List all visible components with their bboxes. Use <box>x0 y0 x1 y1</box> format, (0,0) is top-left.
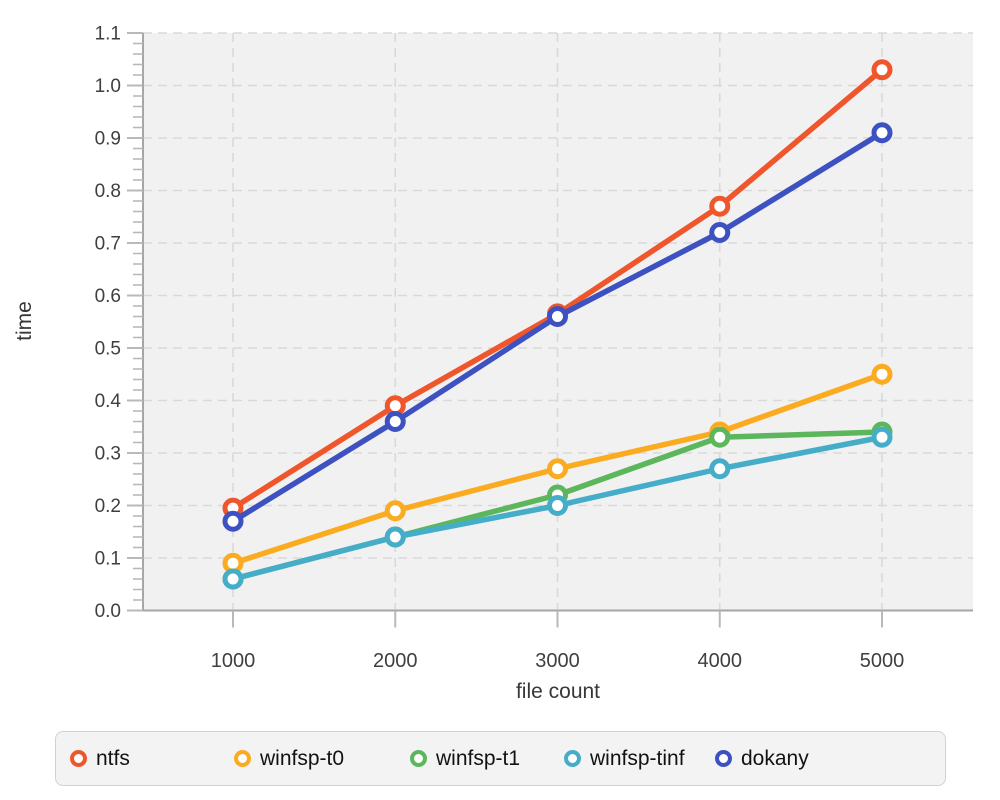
x-axis-title: file count <box>516 680 600 703</box>
data-point-ntfs <box>871 59 893 81</box>
legend-label: ntfs <box>96 746 130 770</box>
data-point-winfsp-tinf <box>871 426 893 448</box>
x-tick-label: 2000 <box>373 650 418 672</box>
winfsp-t1-swatch-icon <box>410 750 427 767</box>
x-tick-label: 4000 <box>698 650 743 672</box>
y-tick-label: 0.1 <box>95 549 121 570</box>
y-tick-label: 0.7 <box>95 234 121 255</box>
ntfs-swatch-icon <box>70 750 87 767</box>
legend-item-winfsp-t0: winfsp-t0 <box>234 747 410 771</box>
data-point-dokany <box>871 122 893 144</box>
legend-label: dokany <box>741 746 809 770</box>
data-point-winfsp-t0 <box>871 363 893 385</box>
y-tick-label: 0.9 <box>95 129 121 150</box>
y-tick-label: 0.2 <box>95 496 121 517</box>
y-tick-label: 0.3 <box>95 444 121 465</box>
data-point-winfsp-tinf <box>547 495 568 516</box>
y-tick-label: 1.0 <box>95 76 121 97</box>
data-point-dokany <box>709 222 731 243</box>
y-axis-title: time <box>13 301 36 341</box>
x-tick-label: 5000 <box>860 650 905 672</box>
legend-item-winfsp-t1: winfsp-t1 <box>410 747 564 771</box>
y-tick-label: 0.5 <box>95 339 121 360</box>
legend-label: winfsp-tinf <box>590 746 685 770</box>
winfsp-tinf-swatch-icon <box>564 750 581 767</box>
legend-item-dokany: dokany <box>715 747 809 771</box>
data-point-ntfs <box>709 195 731 217</box>
dokany-swatch-icon <box>715 750 732 767</box>
line-chart: 0.0 0.1 0.2 0.3 0.4 0.5 0.6 0.7 0.8 0.9 1.0 1.1 1000… <box>13 24 973 703</box>
x-tick-label: 3000 <box>535 650 580 672</box>
y-tick-label: 1.1 <box>95 24 121 45</box>
y-tick-label: 0.0 <box>95 601 121 622</box>
x-tick-label: 1000 <box>211 650 256 672</box>
data-point-dokany <box>384 411 406 432</box>
legend-item-ntfs: ntfs <box>70 747 234 771</box>
legend-label: winfsp-t1 <box>436 746 521 770</box>
winfsp-t0-swatch-icon <box>234 750 251 767</box>
data-point-dokany <box>547 306 568 327</box>
axis-layer: 0.0 0.1 0.2 0.3 0.4 0.5 0.6 0.7 0.8 0.9 1.0 1.1 1000… <box>95 24 973 672</box>
y-tick-label: 0.4 <box>95 391 122 412</box>
series-layer <box>222 59 893 590</box>
data-point-winfsp-t0 <box>384 500 406 522</box>
legend-label: winfsp-t0 <box>260 746 345 770</box>
data-point-winfsp-tinf <box>709 458 731 480</box>
data-point-winfsp-tinf <box>222 568 244 590</box>
y-tick-label: 0.8 <box>95 181 121 202</box>
legend: ntfs winfsp-t0 winfsp-t1 winfsp-tinf dokany <box>55 731 946 786</box>
y-tick-label: 0.6 <box>95 286 121 307</box>
data-point-winfsp-tinf <box>384 526 406 548</box>
data-point-dokany <box>222 510 244 532</box>
legend-item-winfsp-tinf: winfsp-tinf <box>564 747 715 771</box>
data-point-winfsp-t1 <box>709 426 731 448</box>
data-point-winfsp-t0 <box>547 458 568 480</box>
